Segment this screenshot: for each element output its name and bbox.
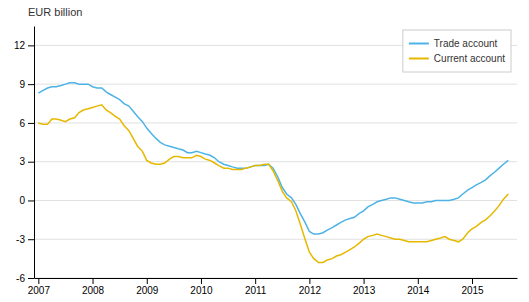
- tick-label: -6: [16, 273, 25, 284]
- tick-label: 2014: [407, 285, 430, 296]
- tick: 2011: [245, 278, 267, 296]
- tick-label: 2012: [299, 285, 322, 296]
- tick-mark: [309, 278, 310, 284]
- tick-label: 9: [19, 79, 25, 90]
- tick: 2013: [353, 278, 376, 296]
- grid-line: [34, 239, 517, 240]
- tick: 3: [19, 156, 34, 167]
- tick-label: 2007: [28, 285, 51, 296]
- tick-mark: [28, 162, 34, 163]
- tick-mark: [28, 200, 34, 201]
- legend-label: Current account: [434, 53, 505, 64]
- y-axis: -6 -3 0 3 6 9 12: [14, 27, 35, 284]
- chart: 2007 2008 2009 2010 2011 2012 2013 2014 2015 -6 -3…: [0, 0, 529, 302]
- tick: 2008: [82, 278, 105, 296]
- tick-label: 0: [19, 195, 25, 206]
- tick: -6: [16, 273, 34, 284]
- tick-mark: [28, 123, 34, 124]
- tick-label: 2013: [353, 285, 376, 296]
- tick-label: 2015: [461, 285, 484, 296]
- lines: [38, 83, 508, 263]
- legend-label: Trade account: [434, 38, 498, 49]
- grid-line: [34, 122, 517, 123]
- tick: 9: [19, 79, 34, 90]
- tick-mark: [28, 45, 34, 46]
- legend-frame: [403, 30, 511, 72]
- plot: 2007 2008 2009 2010 2011 2012 2013 2014 2015 -6 -3…: [14, 27, 518, 297]
- tick: -3: [16, 234, 34, 245]
- tick-mark: [472, 278, 473, 284]
- tick-mark: [28, 84, 34, 85]
- tick-mark: [38, 278, 39, 284]
- tick: 2009: [136, 278, 159, 296]
- tick-mark: [28, 239, 34, 240]
- tick: 12: [14, 40, 34, 51]
- tick: 2007: [28, 278, 51, 296]
- legend-swatch: [409, 43, 429, 45]
- tick: 6: [19, 118, 34, 129]
- tick: 2012: [299, 278, 322, 296]
- series-line: [38, 83, 508, 234]
- tick-label: 12: [14, 40, 26, 51]
- tick-label: 6: [19, 118, 25, 129]
- tick-mark: [147, 278, 148, 284]
- tick-mark: [93, 278, 94, 284]
- tick-label: -3: [16, 234, 25, 245]
- grid: [34, 45, 517, 278]
- tick-mark: [255, 278, 256, 284]
- tick-mark: [28, 278, 34, 279]
- tick-mark: [364, 278, 365, 284]
- tick-label: 2011: [245, 285, 267, 296]
- tick-mark: [418, 278, 419, 284]
- tick: 2015: [461, 278, 484, 296]
- series-line: [38, 105, 508, 263]
- tick-label: 2009: [136, 285, 159, 296]
- axis-line: [34, 27, 35, 279]
- grid-line: [34, 84, 517, 85]
- legend-swatch: [409, 58, 429, 60]
- grid-line: [34, 278, 517, 279]
- tick: 0: [19, 195, 34, 206]
- axis-line: [35, 278, 518, 279]
- tick-mark: [201, 278, 202, 284]
- tick-label: 2008: [82, 285, 105, 296]
- grid-line: [34, 161, 517, 162]
- tick-label: 2010: [190, 285, 213, 296]
- tick-label: 3: [19, 156, 25, 167]
- y-axis-title: EUR billion: [28, 6, 82, 18]
- legend: Trade account Current account: [403, 30, 511, 72]
- tick: 2014: [407, 278, 430, 296]
- x-axis: 2007 2008 2009 2010 2011 2012 2013 2014 2015: [28, 278, 518, 296]
- tick: 2010: [190, 278, 213, 296]
